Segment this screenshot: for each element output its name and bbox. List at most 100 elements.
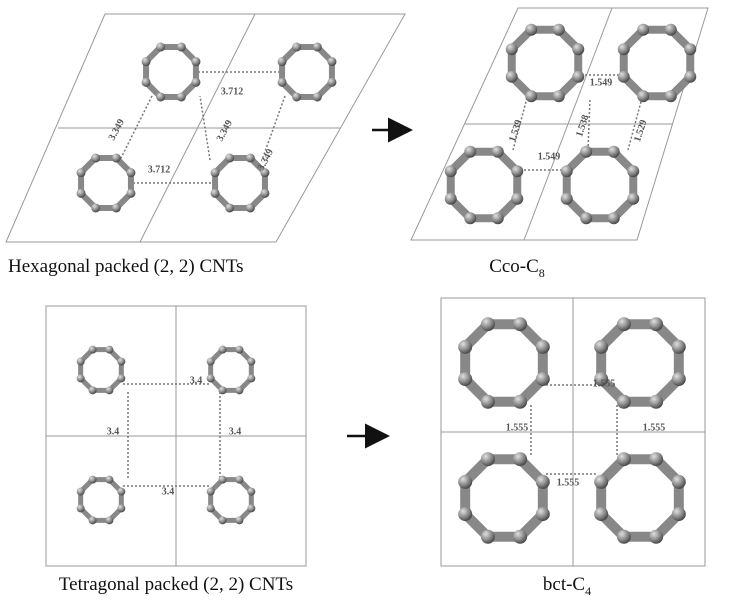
atom [458,340,472,354]
atom [627,165,639,177]
carbon-ring [506,24,585,103]
carbon-ring [561,146,640,225]
atom [177,43,186,52]
distance-label: 3.4 [229,426,242,437]
atom [278,57,287,66]
atom [513,317,527,331]
atom [506,71,518,83]
atom [91,154,100,163]
atom [684,71,696,83]
bond-ring [601,459,679,537]
atom [219,386,227,394]
carbon-ring [618,24,697,103]
carbon-ring [77,476,126,525]
atom [481,395,495,409]
atom [156,92,165,101]
atom [313,92,322,101]
atom [117,358,125,366]
atom [142,78,151,87]
atom [77,374,85,382]
bond-ring [624,30,691,97]
atom [177,92,186,101]
distance-label: 3.712 [221,86,244,97]
atom [672,507,686,521]
carbon-ring [142,43,201,102]
distance-label: 3.349 [215,118,235,143]
atom [536,507,550,521]
atom [649,317,663,331]
distance-label: 1.549 [538,151,561,162]
carbon-ring [594,317,686,409]
bond-ring [567,152,634,219]
atom [617,452,631,466]
atom [292,43,301,52]
bond-ring [601,324,679,402]
atom [191,78,200,87]
atom [105,516,113,524]
atom [211,189,220,198]
atom [492,146,504,158]
atom [117,504,125,512]
atom [511,165,523,177]
atom [445,193,457,205]
carbon-ring [458,452,550,544]
atom [665,90,677,102]
caption-subscript: 8 [539,266,545,280]
atom [553,24,565,36]
atom [617,395,631,409]
atom [553,90,565,102]
atom [672,340,686,354]
atom [142,57,151,66]
atom [219,516,227,524]
atom [89,386,97,394]
distance-label: 1.549 [590,77,613,88]
atom [580,146,592,158]
bond-ring [465,459,543,537]
atom [649,452,663,466]
bond-ring [211,480,252,521]
atom [313,43,322,52]
atom [105,386,113,394]
atom [89,476,97,484]
atom [89,346,97,354]
atom [672,475,686,489]
atom [235,346,243,354]
atom [219,476,227,484]
caption-text: Tetragonal packed (2, 2) CNTs [59,574,293,595]
atom [247,488,255,496]
atom [572,71,584,83]
carbon-ring [458,317,550,409]
atom [627,193,639,205]
carbon-ring [445,146,524,225]
atom [594,507,608,521]
atom [513,395,527,409]
bond-ring [81,350,122,391]
atom [207,488,215,496]
atom [235,386,243,394]
distance-label: 1.555 [643,422,666,433]
distance-label: 3.4 [190,375,203,386]
atom [89,516,97,524]
atom [649,530,663,544]
atom [77,358,85,366]
distance-label: 1.555 [506,422,529,433]
atom [608,146,620,158]
distance-label: 1.555 [593,378,616,389]
atom [580,212,592,224]
atom [572,43,584,55]
bond-ring [282,47,332,97]
atom [77,504,85,512]
distance-label: 3.4 [107,426,120,437]
atom [191,57,200,66]
atom [247,374,255,382]
atom [458,507,472,521]
distance-label: 1.539 [507,119,524,144]
atom [525,90,537,102]
atom [77,168,86,177]
atom [246,203,255,212]
atom [105,476,113,484]
caption-text: Hexagonal packed (2, 2) CNTs [8,256,244,277]
atom [247,358,255,366]
figure: 3.7123.3493.3493.3493.712Hexagonal packe… [0,0,738,606]
atom [112,203,121,212]
